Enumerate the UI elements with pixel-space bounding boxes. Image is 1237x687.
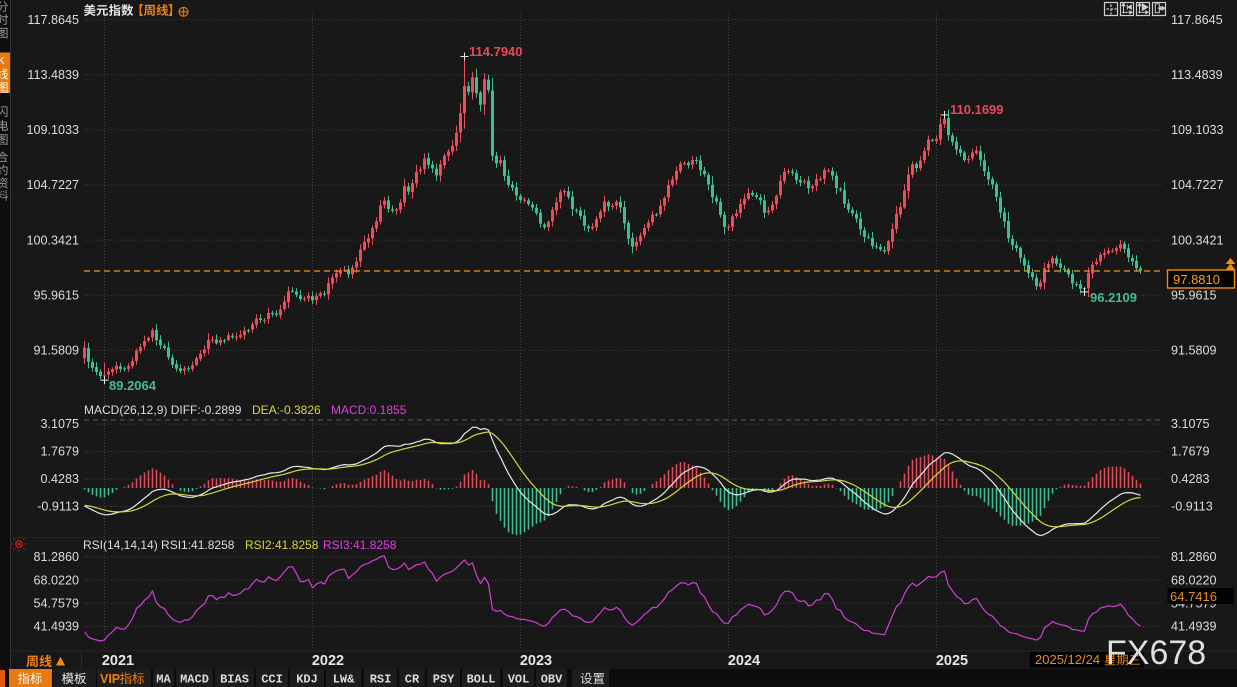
svg-text:2021: 2021 xyxy=(102,653,134,669)
svg-text:DEA:-0.3826: DEA:-0.3826 xyxy=(252,403,321,417)
svg-text:RSI3:41.8258: RSI3:41.8258 xyxy=(323,538,397,552)
svg-text:68.0220: 68.0220 xyxy=(33,573,79,587)
svg-text:PSY: PSY xyxy=(433,673,455,687)
svg-text:2025/12/24: 2025/12/24 xyxy=(1035,652,1100,667)
svg-text:41.4939: 41.4939 xyxy=(33,620,79,634)
svg-text:-0.9113: -0.9113 xyxy=(37,500,79,514)
svg-text:96.2109: 96.2109 xyxy=(1090,290,1137,305)
svg-text:K: K xyxy=(0,56,5,67)
svg-text:110.1699: 110.1699 xyxy=(950,102,1004,117)
svg-text:MACD: MACD xyxy=(180,673,209,687)
svg-text:2022: 2022 xyxy=(312,653,344,669)
svg-text:2024: 2024 xyxy=(728,653,760,669)
svg-text:81.2860: 81.2860 xyxy=(33,550,79,564)
svg-text:2023: 2023 xyxy=(520,653,552,669)
svg-text:3.1075: 3.1075 xyxy=(40,417,79,431)
svg-text:BIAS: BIAS xyxy=(220,673,249,687)
svg-text:RSI: RSI xyxy=(370,673,392,687)
svg-text:MACD:0.1855: MACD:0.1855 xyxy=(331,403,407,417)
svg-text:95.9615: 95.9615 xyxy=(33,288,79,302)
svg-text:RSI2:41.8258: RSI2:41.8258 xyxy=(245,538,319,552)
svg-text:109.1033: 109.1033 xyxy=(26,123,79,137)
svg-text:FX678: FX678 xyxy=(1106,634,1206,672)
svg-text:95.9615: 95.9615 xyxy=(1171,288,1217,302)
svg-text:117.8645: 117.8645 xyxy=(27,13,79,27)
svg-text:91.5809: 91.5809 xyxy=(1171,344,1217,358)
svg-text:117.8645: 117.8645 xyxy=(1171,13,1223,27)
svg-text:54.7579: 54.7579 xyxy=(33,597,79,611)
svg-text:100.3421: 100.3421 xyxy=(26,233,79,247)
svg-text:0.4283: 0.4283 xyxy=(40,472,79,486)
svg-text:KDJ: KDJ xyxy=(296,673,318,687)
svg-text:104.7227: 104.7227 xyxy=(1171,178,1224,192)
svg-text:MA: MA xyxy=(156,673,171,687)
svg-text:113.4839: 113.4839 xyxy=(1171,68,1223,82)
svg-text:64.7416: 64.7416 xyxy=(1170,589,1217,604)
svg-text:BOLL: BOLL xyxy=(467,673,496,687)
svg-text:VIP: VIP xyxy=(100,672,120,686)
svg-text:81.2860: 81.2860 xyxy=(1171,550,1217,564)
svg-text:89.2064: 89.2064 xyxy=(109,378,157,393)
svg-text:RSI(14,14,14) RSI1:41.8258: RSI(14,14,14) RSI1:41.8258 xyxy=(83,538,235,552)
svg-text:MACD(26,12,9) DIFF:-0.2899: MACD(26,12,9) DIFF:-0.2899 xyxy=(84,403,242,417)
svg-text:CR: CR xyxy=(405,673,420,687)
svg-text:1.7679: 1.7679 xyxy=(1171,445,1210,459)
svg-text:91.5809: 91.5809 xyxy=(33,344,79,358)
svg-text:2025: 2025 xyxy=(936,653,968,669)
svg-text:68.0220: 68.0220 xyxy=(1171,573,1217,587)
svg-text:1.7679: 1.7679 xyxy=(40,445,79,459)
svg-text:VOL: VOL xyxy=(508,673,530,687)
svg-text:100.3421: 100.3421 xyxy=(1171,233,1224,247)
svg-text:0.4283: 0.4283 xyxy=(1171,472,1210,486)
svg-text:113.4839: 113.4839 xyxy=(27,68,79,82)
svg-text:OBV: OBV xyxy=(541,673,563,687)
svg-text:CCI: CCI xyxy=(261,673,283,687)
svg-text:LW&: LW& xyxy=(333,673,355,687)
svg-text:114.7940: 114.7940 xyxy=(469,44,523,59)
svg-text:97.8810: 97.8810 xyxy=(1173,272,1220,287)
svg-text:-0.9113: -0.9113 xyxy=(1171,500,1213,514)
svg-text:109.1033: 109.1033 xyxy=(1171,123,1224,137)
svg-text:104.7227: 104.7227 xyxy=(26,178,79,192)
svg-text:41.4939: 41.4939 xyxy=(1171,620,1217,634)
svg-text:3.1075: 3.1075 xyxy=(1171,417,1210,431)
